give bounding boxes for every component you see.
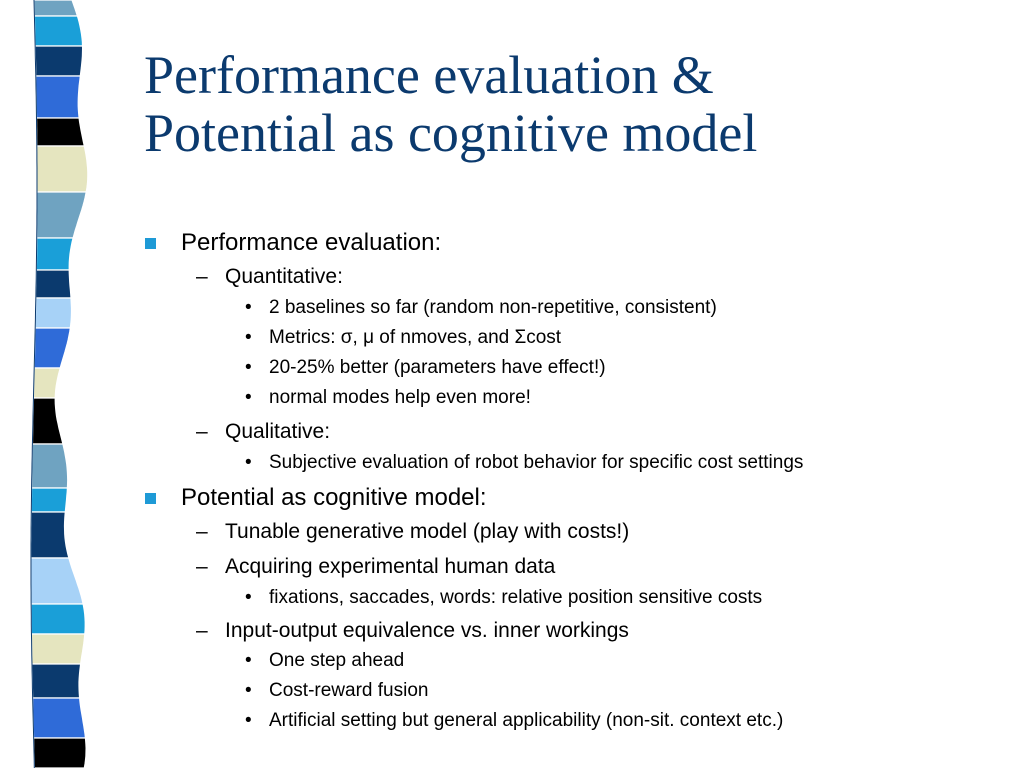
dash-bullet: – (196, 619, 208, 642)
outline-item-level-2: – Input-output equivalence vs. inner work… (196, 619, 629, 643)
outline-item-level-3: • Cost-reward fusion (245, 680, 429, 702)
dot-bullet: • (245, 297, 252, 318)
decorative-striped-bar (30, 0, 89, 768)
outline-item-text: Quantitative: (225, 265, 343, 288)
outline-item-level-3: • One step ahead (245, 650, 405, 672)
outline-item-level-2: – Qualitative: (196, 420, 331, 444)
outline-item-level-3: • Artificial setting but general applicab… (245, 710, 784, 732)
slide-title: Performance evaluation & Potential as co… (144, 46, 1004, 162)
dot-bullet: • (245, 587, 252, 608)
dot-bullet: • (245, 327, 252, 348)
dot-bullet: • (245, 452, 252, 473)
outline-item-text: fixations, saccades, words: relative pos… (269, 587, 763, 608)
square-bullet-icon (145, 238, 156, 249)
dot-bullet: • (245, 680, 252, 701)
square-bullet-icon (145, 493, 156, 504)
outline-item-text: Tunable generative model (play with cost… (225, 520, 630, 543)
outline-item-level-3: • Subjective evaluation of robot behavior… (245, 452, 804, 474)
outline-item-text: Input-output equivalence vs. inner worki… (225, 619, 629, 642)
outline-item-text: Metrics: σ, μ of nmoves, and Σcost (269, 327, 562, 348)
outline-item-level-3: • 2 baselines so far (random non-repetiti… (245, 297, 717, 319)
outline-item-text: Potential as cognitive model: (181, 484, 487, 511)
dot-bullet: • (245, 710, 252, 731)
dash-bullet: – (196, 265, 208, 288)
outline-item-text: normal modes help even more! (269, 387, 531, 408)
outline-item-level-2: – Quantitative: (196, 265, 343, 289)
title-line-2: Potential as cognitive model (144, 103, 758, 163)
dot-bullet: • (245, 357, 252, 378)
outline-item-text: Acquiring experimental human data (225, 555, 556, 578)
outline-item-text: One step ahead (269, 650, 405, 671)
outline-item-text: Artificial setting but general applicabi… (269, 710, 784, 731)
outline-item-level-3: • 20-25% better (parameters have effect!) (245, 357, 606, 379)
outline-item-text: 20-25% better (parameters have effect!) (269, 357, 606, 378)
outline-item-level-3: • Metrics: σ, μ of nmoves, and Σcost (245, 327, 562, 349)
dot-bullet: • (245, 387, 252, 408)
outline-item-text: Performance evaluation: (181, 229, 442, 256)
dash-bullet: – (196, 420, 208, 443)
outline-item-text: Qualitative: (225, 420, 331, 443)
outline-item-text: Cost-reward fusion (269, 680, 429, 701)
dash-bullet: – (196, 555, 208, 578)
outline-item-text: Subjective evaluation of robot behavior … (269, 452, 804, 473)
dash-bullet: – (196, 520, 208, 543)
outline-item-level-2: – Tunable generative model (play with cos… (196, 520, 630, 544)
outline-item-level-3: • fixations, saccades, words: relative po… (245, 587, 763, 609)
dot-bullet: • (245, 650, 252, 671)
outline-item-level-3: • normal modes help even more! (245, 387, 531, 409)
outline-item-level-2: – Acquiring experimental human data (196, 555, 556, 579)
strip-edge (30, 0, 38, 768)
outline-item-level-1: Performance evaluation: (145, 229, 442, 257)
outline-item-text: 2 baselines so far (random non-repetitiv… (269, 297, 717, 318)
title-line-1: Performance evaluation & (144, 45, 714, 105)
outline-item-level-1: Potential as cognitive model: (145, 484, 487, 512)
